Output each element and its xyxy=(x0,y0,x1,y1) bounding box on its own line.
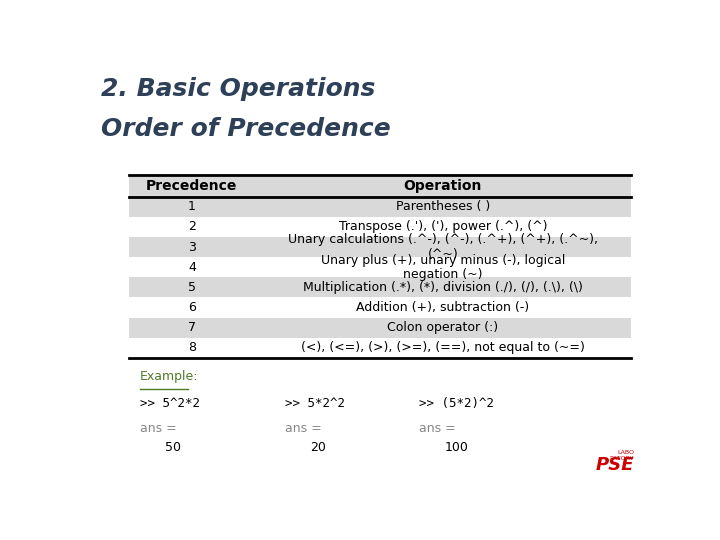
Text: Parentheses ( ): Parentheses ( ) xyxy=(396,200,490,213)
Text: 6: 6 xyxy=(188,301,196,314)
Text: Unary plus (+), unary minus (-), logical: Unary plus (+), unary minus (-), logical xyxy=(320,254,565,267)
Text: ans =: ans = xyxy=(140,422,177,435)
Text: 18: 18 xyxy=(655,23,680,42)
Text: Multiplication (.*), (*), division (./), (/), (.\), (\): Multiplication (.*), (*), division (./),… xyxy=(303,281,583,294)
Text: >> 5*2^2: >> 5*2^2 xyxy=(285,397,346,410)
Text: Addition (+), subtraction (-): Addition (+), subtraction (-) xyxy=(356,301,529,314)
Text: >> 5^2*2: >> 5^2*2 xyxy=(140,397,200,410)
Text: Transpose (.'), ('), power (.^), (^): Transpose (.'), ('), power (.^), (^) xyxy=(338,220,547,233)
Text: 8: 8 xyxy=(188,341,196,354)
Text: Order of Precedence: Order of Precedence xyxy=(101,117,391,141)
Text: Operation: Operation xyxy=(404,179,482,193)
Bar xyxy=(129,197,631,217)
Text: 2: 2 xyxy=(188,220,196,233)
Text: 3: 3 xyxy=(188,240,196,253)
Text: ans =: ans = xyxy=(285,422,322,435)
Text: ans =: ans = xyxy=(419,422,456,435)
Text: >> (5*2)^2: >> (5*2)^2 xyxy=(419,397,494,410)
Bar xyxy=(129,318,631,338)
Bar xyxy=(129,237,631,257)
Text: 5: 5 xyxy=(188,281,196,294)
Text: 50: 50 xyxy=(166,441,181,454)
Text: (^~): (^~) xyxy=(428,248,459,261)
Bar xyxy=(129,175,631,197)
Text: (<), (<=), (>), (>=), (==), not equal to (~=): (<), (<=), (>), (>=), (==), not equal to… xyxy=(301,341,585,354)
Text: 100: 100 xyxy=(444,441,468,454)
Text: 20: 20 xyxy=(310,441,326,454)
Text: Example:: Example: xyxy=(140,370,199,383)
Text: Precedence: Precedence xyxy=(146,179,238,193)
Bar xyxy=(129,277,631,298)
Text: negation (~): negation (~) xyxy=(403,268,482,281)
Text: LABO
RATORY: LABO RATORY xyxy=(610,450,634,461)
Text: 4: 4 xyxy=(188,261,196,274)
Text: 7: 7 xyxy=(188,321,196,334)
Text: Unary calculations (.^-), (^-), (.^+), (^+), (.^~),: Unary calculations (.^-), (^-), (.^+), (… xyxy=(288,233,598,246)
Text: 1: 1 xyxy=(188,200,196,213)
Text: PSE: PSE xyxy=(595,456,634,474)
Text: 2. Basic Operations: 2. Basic Operations xyxy=(101,77,376,102)
Text: Colon operator (:): Colon operator (:) xyxy=(387,321,498,334)
